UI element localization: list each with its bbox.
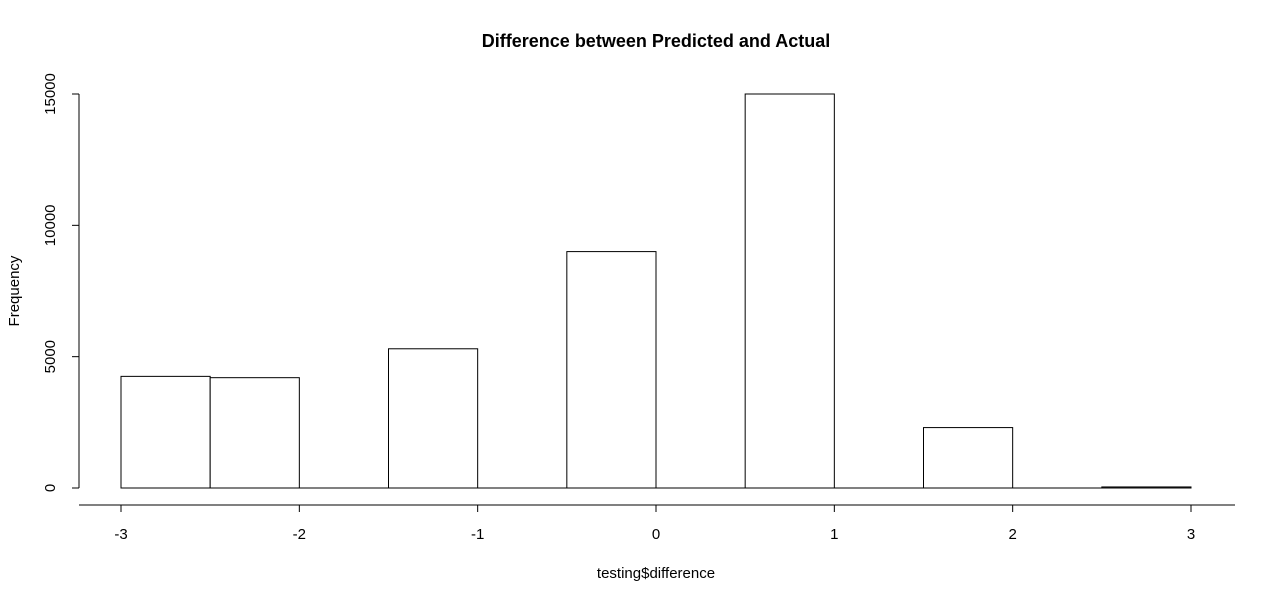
y-axis-label: Frequency — [6, 255, 23, 326]
y-tick-label: 5000 — [42, 340, 59, 373]
y-tick-label: 0 — [42, 484, 59, 492]
histogram-bar — [120, 375, 211, 489]
histogram-bar — [923, 427, 1014, 489]
x-axis: -3 -2 -1 0 1 2 3 — [79, 504, 1235, 543]
x-tick-label: -3 — [114, 526, 127, 543]
histogram-bar — [209, 377, 300, 489]
x-tick-label: -2 — [293, 526, 306, 543]
x-tick-label: 3 — [1187, 526, 1195, 543]
y-tick-label: 10000 — [42, 204, 59, 246]
y-tick-label: 15000 — [42, 73, 59, 115]
x-tick-label: -1 — [471, 526, 484, 543]
histogram-bar — [388, 348, 479, 489]
x-axis-label: testing$difference — [597, 565, 715, 582]
x-tick-label: 2 — [1008, 526, 1016, 543]
histogram-bar — [566, 251, 657, 489]
histogram-bar — [1101, 486, 1192, 489]
histogram-bar — [744, 93, 835, 489]
chart-title: Difference between Predicted and Actual — [482, 31, 830, 51]
x-tick-label: 0 — [652, 526, 660, 543]
x-tick-label: 1 — [830, 526, 838, 543]
y-axis: 0 5000 10000 15000 — [42, 73, 80, 492]
bars-group — [120, 93, 1192, 489]
